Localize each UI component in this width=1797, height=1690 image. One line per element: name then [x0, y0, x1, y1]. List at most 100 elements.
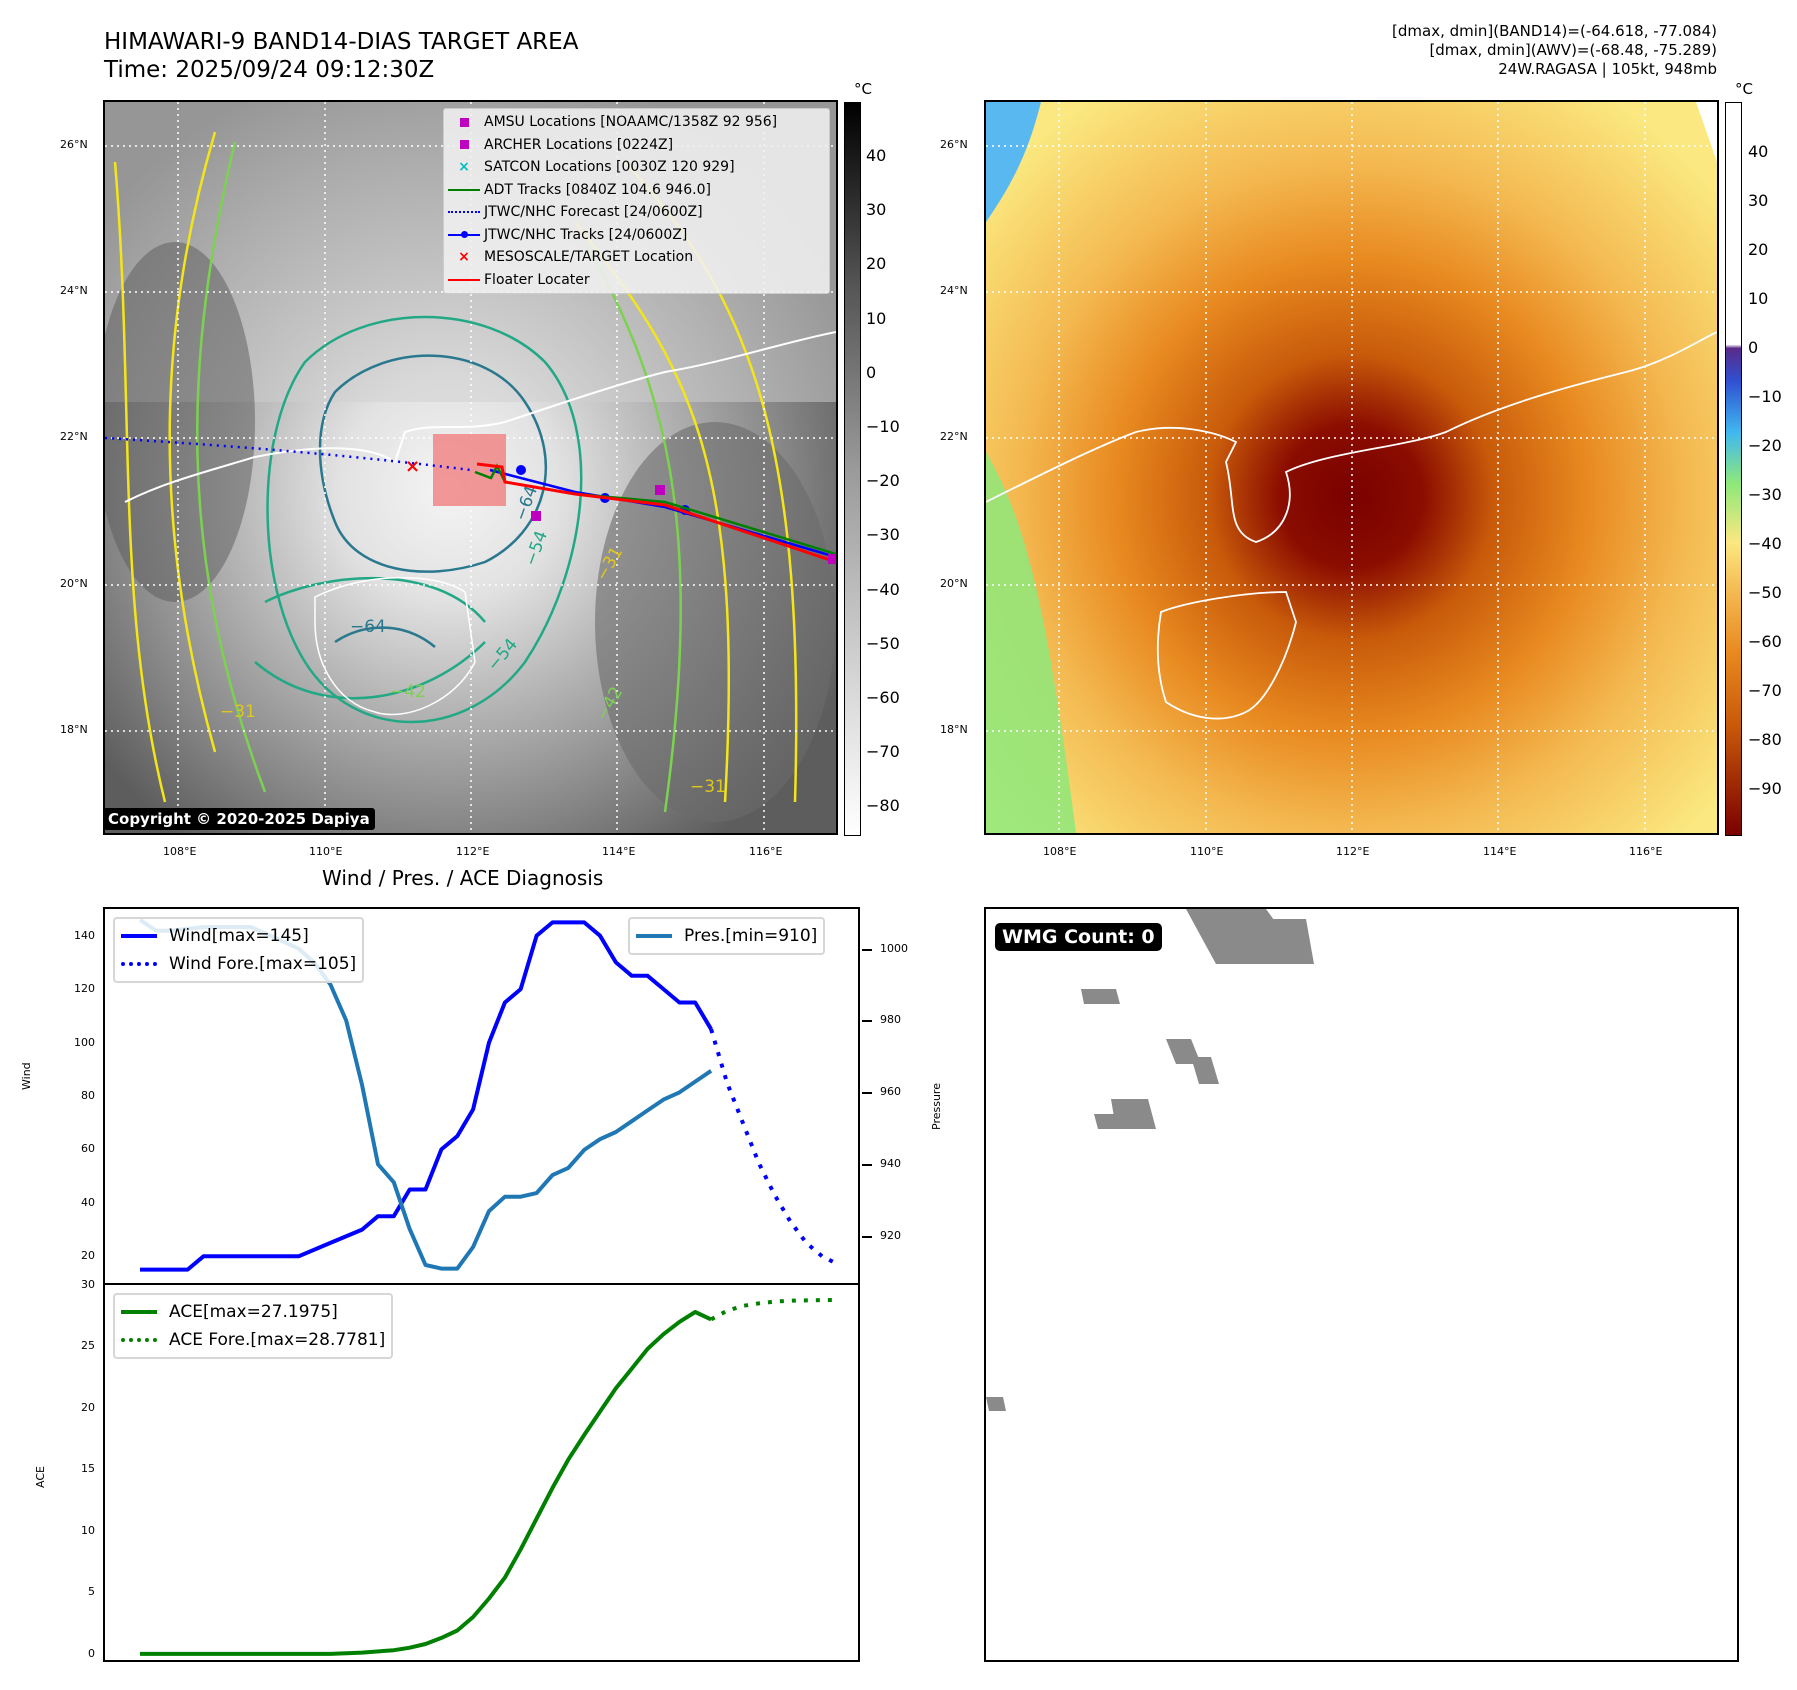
y-tick-label: 0: [88, 1646, 95, 1660]
series-line-1: [709, 1028, 839, 1267]
colorbar-tick: 0: [1748, 338, 1759, 357]
lat-tick: 20°N: [60, 577, 88, 590]
y-right-tick-label: 940: [880, 1157, 901, 1171]
wmg-plot: [986, 909, 1314, 1411]
contour-label: −64: [350, 617, 386, 637]
colorbar-tick: −10: [866, 417, 900, 436]
map-awv: [984, 100, 1719, 835]
line-icon: [121, 934, 157, 938]
line-icon: [121, 1310, 157, 1314]
lat-tick: 26°N: [940, 138, 968, 151]
lat-tick: 22°N: [60, 430, 88, 443]
lat-tick: 22°N: [940, 430, 968, 443]
legend-item-satcon: × SATCON Locations [0030Z 120 929]: [444, 156, 829, 179]
mesoscale-target-marker: ×: [405, 456, 420, 477]
y-right-tick-mark: [862, 948, 872, 951]
diagnosis-title: Wind / Pres. / ACE Diagnosis: [322, 866, 604, 890]
ace-chart: [103, 1283, 860, 1662]
contour-label: −31: [690, 777, 726, 797]
contour-label: −31: [220, 702, 256, 722]
y-right-tick-label: 980: [880, 1013, 901, 1027]
wmg-cell: [1191, 1057, 1219, 1084]
jtwc-track-point: [516, 465, 526, 475]
y-tick-label: 30: [81, 1278, 95, 1291]
legend-item-pressure: Pres.[min=910]: [636, 922, 817, 950]
lon-tick: 114°E: [602, 845, 636, 858]
lon-tick: 116°E: [1629, 845, 1663, 858]
wmg-cell: [1264, 919, 1314, 964]
colorbar-tick: −50: [1748, 583, 1782, 602]
wmg-cell: [1081, 989, 1120, 1004]
y-tick-label: 100: [74, 1035, 95, 1049]
colorbar-tick: −80: [1748, 730, 1782, 749]
y-tick-label: 20: [81, 1400, 95, 1414]
y-tick-label: 5: [88, 1585, 95, 1599]
legend-item-mesoscale: × MESOSCALE/TARGET Location: [444, 246, 829, 269]
colorbar-tick: 10: [866, 308, 887, 328]
dotted-line-icon: [121, 1338, 157, 1342]
dotted-line-icon: [444, 211, 484, 214]
figure-info: [dmax, dmin](BAND14)=(-64.618, -77.084)[…: [1392, 22, 1717, 79]
y-tick-label: 140: [74, 928, 95, 942]
lat-tick: 24°N: [940, 284, 968, 297]
colorbar-tick: −50: [866, 633, 900, 653]
colorbar-tick: 40: [866, 146, 887, 165]
legend-item-adt: ADT Tracks [0840Z 104.6 946.0]: [444, 179, 829, 202]
colorbar-tick: −20: [1748, 436, 1782, 455]
lon-tick: 112°E: [456, 845, 490, 858]
colorbar-tick: −30: [1748, 485, 1782, 504]
line-icon: [444, 278, 484, 281]
y-tick-label: 80: [81, 1089, 95, 1102]
colorbar-tick: −30: [866, 525, 900, 545]
y-right-tick-mark: [862, 1092, 872, 1095]
y-right-tick-mark: [862, 1236, 872, 1239]
y-tick-label: 120: [74, 982, 95, 996]
colorbar-tick: 30: [1748, 191, 1769, 210]
y-right-tick-label: 960: [880, 1085, 901, 1099]
series-line-1: [710, 1298, 839, 1322]
wmg-panel: [984, 907, 1739, 1662]
ace-legend: ACE[max=27.1975] ACE Fore.[max=28.7781]: [113, 1293, 394, 1359]
legend-item-floater: Floater Locater: [444, 269, 829, 292]
colorbar-tick: 0: [866, 362, 877, 382]
y-tick-label: 40: [81, 1195, 95, 1209]
map-legend: AMSU Locations [NOAAMC/1358Z 92 956] ARC…: [443, 108, 830, 294]
wmg-cell: [986, 1397, 1006, 1411]
line-icon: [636, 934, 672, 938]
lat-tick: 18°N: [60, 723, 88, 736]
x-marker-icon: ×: [458, 159, 470, 176]
wmg-cell: [1094, 1114, 1120, 1129]
y-tick-label: 25: [81, 1339, 95, 1353]
jtwc-forecast-track: [105, 436, 472, 472]
legend-item-jtwc-forecast: JTWC/NHC Forecast [24/0600Z]: [444, 201, 829, 224]
y-tick-label: 10: [81, 1523, 95, 1537]
colorbar-tick: −40: [866, 579, 900, 599]
lon-tick: 110°E: [1190, 845, 1224, 858]
legend-item-wind: Wind[max=145]: [121, 922, 356, 950]
colorbar-tick: −90: [1748, 779, 1782, 798]
title-time: Time: 2025/09/24 09:12:30Z: [104, 57, 435, 83]
y-tick-label: 15: [81, 1462, 95, 1476]
colorbar-band14: [844, 102, 861, 836]
wmg-count-badge: WMG Count: 0: [995, 923, 1162, 951]
map-awv-image: [986, 102, 1717, 833]
legend-item-ace: ACE[max=27.1975]: [121, 1298, 385, 1326]
pressure-axis-label: Pressure: [930, 1083, 943, 1130]
floater-locater: [476, 462, 836, 564]
y-right-tick-mark: [862, 1020, 872, 1023]
lon-tick: 110°E: [309, 845, 343, 858]
legend-item-jtwc-tracks: JTWC/NHC Tracks [24/0600Z]: [444, 224, 829, 247]
colorbar-tick: −70: [1748, 681, 1782, 700]
colorbar-tick: 10: [1748, 289, 1769, 308]
wind-axis-label: Wind: [20, 1062, 33, 1090]
colorbar-tick: 40: [1748, 142, 1769, 161]
colorbar-tick: −60: [866, 688, 900, 707]
contour-label: −42: [390, 682, 426, 702]
amsu-marker: [531, 511, 541, 521]
y-tick-label: 60: [81, 1142, 95, 1156]
square-marker-icon: [444, 140, 484, 150]
legend-item-ace-forecast: ACE Fore.[max=28.7781]: [121, 1326, 385, 1354]
line-dot-icon: [444, 231, 484, 239]
lat-tick: 20°N: [940, 577, 968, 590]
dotted-line-icon: [121, 962, 157, 966]
